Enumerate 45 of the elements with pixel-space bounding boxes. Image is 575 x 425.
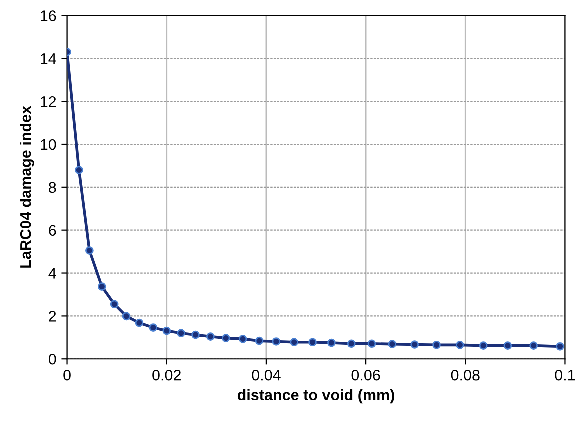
point xyxy=(388,340,397,348)
point xyxy=(86,246,94,255)
point xyxy=(75,166,84,174)
point xyxy=(272,338,281,346)
point xyxy=(135,318,144,328)
point xyxy=(328,338,336,348)
x-tick-label: 0.04 xyxy=(252,370,281,381)
point xyxy=(192,330,200,340)
x-tick-label: 0.02 xyxy=(152,370,181,381)
point xyxy=(222,334,230,342)
point xyxy=(149,324,158,332)
y-axis-title: LaRC04 damage index xyxy=(20,106,34,268)
point xyxy=(98,282,106,291)
y-tick-label: 12 xyxy=(41,96,56,108)
point xyxy=(290,338,299,347)
point xyxy=(110,300,119,309)
y-tick-label: 6 xyxy=(49,225,56,236)
point xyxy=(206,332,215,341)
point xyxy=(556,342,564,351)
point xyxy=(162,326,172,336)
x-tick-label: 0.08 xyxy=(451,370,480,381)
y-tick-label: 0 xyxy=(48,354,56,365)
point xyxy=(122,312,131,321)
point xyxy=(368,340,376,348)
point xyxy=(347,340,356,348)
y-tick-label: 2 xyxy=(49,311,56,322)
y-tick-label: 4 xyxy=(48,268,56,279)
point xyxy=(456,341,464,350)
x-tick-label: 0 xyxy=(64,370,71,381)
y-tick-label: 10 xyxy=(41,139,56,150)
point xyxy=(432,341,441,350)
y-tick-label: 16 xyxy=(41,10,56,22)
point xyxy=(479,342,488,350)
x-tick-label: 0.06 xyxy=(352,370,380,381)
x-axis-title: distance to void (mm) xyxy=(238,389,394,404)
point xyxy=(177,329,186,338)
point xyxy=(255,336,264,346)
y-tick-label: 14 xyxy=(41,54,56,64)
x-tick-label: 0.1 xyxy=(555,370,575,381)
point xyxy=(530,342,538,350)
y-tick-label: 8 xyxy=(49,182,56,194)
point xyxy=(238,335,248,344)
point xyxy=(504,342,512,350)
point xyxy=(410,340,420,349)
point xyxy=(308,338,317,347)
